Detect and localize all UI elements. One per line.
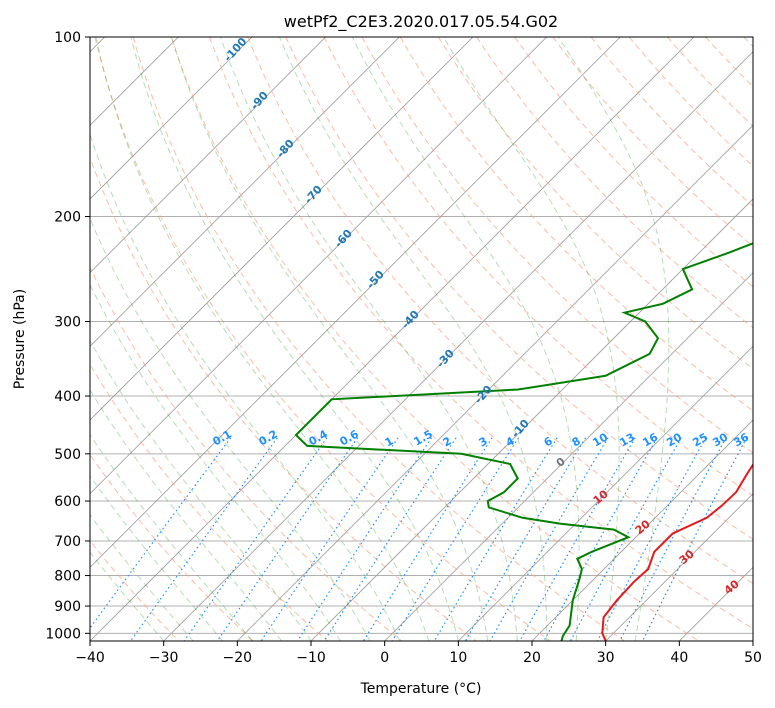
- moist-adiabat-line: [557, 37, 670, 641]
- isotherm-line: [90, 37, 400, 347]
- moist-adiabat-line: [90, 217, 371, 641]
- moist-adiabat-line: [171, 37, 489, 641]
- isotherm-line: [90, 37, 547, 495]
- x-tick-label: 40: [670, 650, 688, 666]
- x-axis-label: Temperature (°C): [360, 681, 482, 697]
- moist-adiabat-line: [90, 514, 194, 641]
- y-tick-label: 800: [54, 569, 81, 585]
- series-lines: [294, 242, 753, 641]
- isotherm-line: [310, 198, 753, 641]
- plot-area: [90, 37, 753, 641]
- dry-adiabat-line: [170, 37, 700, 641]
- isotherm-line: [458, 345, 753, 641]
- moist-adiabat-line: [130, 37, 459, 641]
- dry-adiabat-line: [590, 37, 753, 207]
- y-tick-label: 500: [54, 447, 81, 463]
- x-tick-label: −30: [149, 650, 179, 666]
- isotherm-line: [237, 124, 753, 641]
- moist-adiabat-line: [95, 37, 430, 641]
- dewpoint-profile-line: [294, 242, 753, 641]
- y-tick-label: 900: [54, 599, 81, 615]
- isotherm-line: [90, 37, 695, 641]
- mixing-ratio-line: [130, 437, 278, 641]
- isotherm-line: [605, 493, 753, 641]
- grid-lines: [90, 37, 753, 641]
- mixing-ratio-line: [543, 437, 658, 641]
- isotherm-line: [384, 272, 753, 641]
- x-tick-label: 20: [523, 650, 541, 666]
- dry-adiabat-line: [399, 37, 753, 412]
- x-tick-label: 0: [380, 650, 389, 666]
- x-tick-label: 30: [597, 650, 615, 666]
- mixing-ratio-line: [323, 437, 457, 641]
- dry-adiabat-line: [476, 37, 753, 329]
- moist-adiabat-line: [90, 551, 165, 641]
- dry-adiabat-line: [90, 156, 477, 641]
- mixing-ratio-line: [183, 437, 328, 641]
- mixing-ratio-lines: [90, 437, 748, 641]
- mixing-ratio-line: [433, 437, 558, 641]
- axis-ticks: −40 −30 −20 −10 0 10 20 30 40 50 100 200 300 400 500 60…: [45, 30, 762, 666]
- moist-adiabat-line: [90, 132, 400, 641]
- moist-adiabat-line: [90, 433, 253, 641]
- isotherm-line: [90, 37, 621, 568]
- y-tick-label: 400: [54, 389, 81, 405]
- isotherm-line: [90, 37, 474, 421]
- moist-adiabat-line: [90, 339, 312, 641]
- dry-adiabat-line: [132, 37, 625, 641]
- dry-adiabat-line: [437, 37, 753, 370]
- y-tick-label: 700: [54, 534, 81, 550]
- y-tick-label: 600: [54, 494, 81, 510]
- y-tick-label: 1000: [45, 626, 81, 642]
- dry-adiabat-line: [90, 266, 403, 641]
- isotherm-line: [163, 51, 753, 641]
- y-axis-label: Pressure (hPa): [12, 289, 28, 389]
- temperature-profile-line: [601, 462, 753, 641]
- isotherm-line: [90, 37, 253, 200]
- dry-adiabat-line: [361, 37, 753, 454]
- y-tick-label: 300: [54, 315, 81, 331]
- chart-title: wetPf2_C2E3.2020.017.05.54.G02: [284, 12, 558, 32]
- mixing-ratio-line: [260, 437, 399, 641]
- moist-adiabat-line: [279, 37, 548, 641]
- mixing-ratio-line: [90, 437, 232, 629]
- y-tick-label: 200: [54, 210, 81, 226]
- mixing-ratio-line: [216, 437, 359, 641]
- x-tick-label: 10: [449, 650, 467, 666]
- moist-adiabat-line: [90, 389, 282, 641]
- isotherm-line: [531, 419, 753, 641]
- moist-adiabat-line: [90, 283, 341, 641]
- moist-adiabat-line: [443, 37, 620, 641]
- x-tick-label: −10: [296, 650, 326, 666]
- x-tick-label: 50: [744, 650, 762, 666]
- y-tick-label: 100: [54, 30, 81, 46]
- x-tick-label: −20: [223, 650, 253, 666]
- mixing-ratio-line: [519, 437, 636, 641]
- plot-frame: [89, 36, 754, 642]
- x-tick-label: −40: [75, 650, 105, 666]
- dry-adiabat-line: [552, 37, 753, 247]
- dry-adiabat-line: [94, 37, 551, 641]
- mixing-ratio-line: [296, 437, 432, 641]
- moist-adiabat-line: [90, 475, 223, 641]
- isotherm-line: [90, 37, 326, 274]
- moist-adiabat-line: [351, 37, 580, 641]
- mixing-ratio-line: [489, 437, 609, 641]
- moist-adiabat-line: [219, 37, 518, 641]
- dry-adiabat-line: [323, 37, 753, 497]
- dry-adiabat-line: [247, 37, 753, 585]
- dry-adiabat-line: [285, 37, 753, 540]
